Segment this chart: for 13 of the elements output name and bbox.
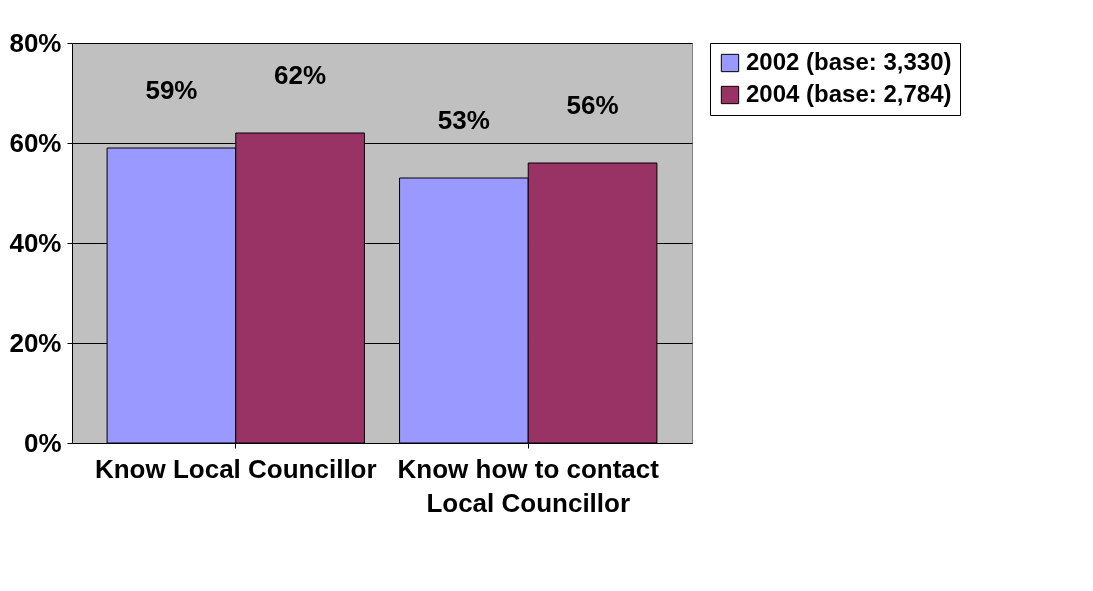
y-tick-label: 80% xyxy=(9,27,62,58)
data-label: 56% xyxy=(566,90,619,120)
data-label: 53% xyxy=(437,105,490,135)
legend-label: 2002 (base: 3,330) xyxy=(746,48,952,75)
y-tick-label: 0% xyxy=(23,427,62,458)
y-tick-label: 20% xyxy=(9,327,62,358)
x-tick-label: Know how to contact Local Councillor xyxy=(397,453,660,518)
y-tick-label: 40% xyxy=(9,227,62,258)
legend-label: 2004 (base: 2,784) xyxy=(746,80,952,107)
data-label: 62% xyxy=(274,60,327,90)
y-tick-label: 60% xyxy=(9,127,62,158)
x-tick-label: Know Local Councillor xyxy=(94,453,377,484)
data-label: 59% xyxy=(145,75,198,105)
